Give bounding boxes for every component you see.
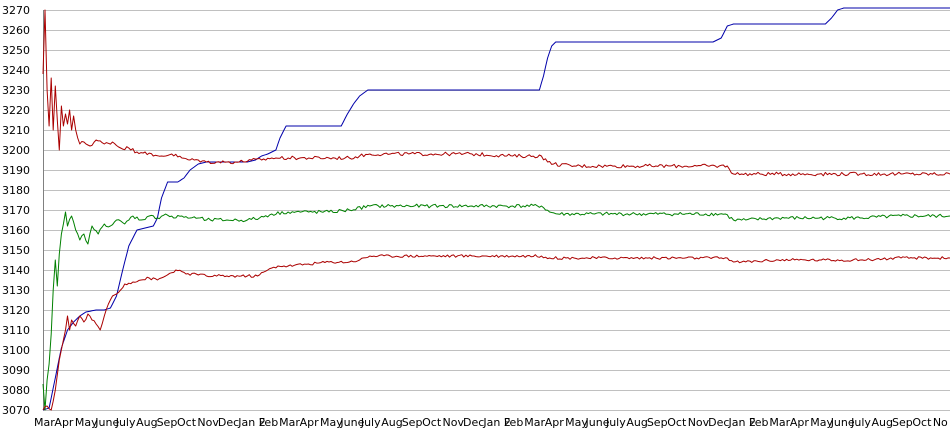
x-tick-label: Apr <box>54 416 74 429</box>
y-axis-tick-labels: 3070 3080 3090 3100 3110 3120 3130 3140 3150 3160… <box>2 4 30 417</box>
y-tick-label: 3070 <box>2 404 30 417</box>
x-tick-label: Feb <box>504 416 523 429</box>
x-tick-label: Sep <box>157 416 178 429</box>
series-line-2 <box>42 9 950 177</box>
y-tick-label: 3270 <box>2 4 30 17</box>
y-tick-label: 3220 <box>2 104 30 117</box>
x-tick-label: Dec <box>708 416 729 429</box>
series-line-1 <box>42 7 950 411</box>
y-tick-label: 3250 <box>2 44 30 57</box>
y-tick-label: 3100 <box>2 344 30 357</box>
x-tick-label: Sep <box>402 416 423 429</box>
grid <box>43 10 950 411</box>
x-tick-label: July <box>850 416 871 429</box>
x-tick-label: July <box>605 416 626 429</box>
y-tick-label: 3180 <box>2 184 30 197</box>
x-tick-label: Aug <box>872 416 893 429</box>
x-tick-label: Oct <box>422 416 442 429</box>
y-tick-label: 3150 <box>2 244 30 257</box>
x-tick-label: Apr <box>300 416 320 429</box>
x-tick-label: Nov <box>688 416 710 429</box>
y-tick-label: 3210 <box>2 124 30 137</box>
x-tick-label: June <box>830 416 855 429</box>
y-tick-label: 3140 <box>2 264 30 277</box>
x-tick-label: Dec <box>218 416 239 429</box>
x-tick-label: Apr <box>545 416 565 429</box>
x-tick-label: Aug <box>381 416 402 429</box>
x-tick-label: June <box>339 416 364 429</box>
x-tick-label: May <box>320 416 343 429</box>
y-tick-label: 3170 <box>2 204 30 217</box>
y-tick-label: 3090 <box>2 364 30 377</box>
x-tick-label: May <box>75 416 98 429</box>
series-line-3 <box>42 203 950 411</box>
x-tick-label: Jan 2 <box>728 416 756 429</box>
x-tick-label: Sep <box>892 416 913 429</box>
y-tick-label: 3130 <box>2 284 30 297</box>
x-tick-label: Nov <box>197 416 219 429</box>
x-tick-label: June <box>94 416 119 429</box>
x-tick-label: No <box>933 416 948 429</box>
x-tick-label: Feb <box>259 416 278 429</box>
x-tick-label: June <box>585 416 610 429</box>
x-tick-label: Sep <box>647 416 668 429</box>
x-tick-label: Mar <box>769 416 790 429</box>
y-tick-label: 3160 <box>2 224 30 237</box>
y-tick-label: 3110 <box>2 324 30 337</box>
x-tick-label: Mar <box>279 416 300 429</box>
y-tick-label: 3230 <box>2 84 30 97</box>
y-tick-label: 3240 <box>2 64 30 77</box>
x-tick-label: Aug <box>136 416 157 429</box>
x-tick-label: May <box>565 416 588 429</box>
y-tick-label: 3200 <box>2 144 30 157</box>
x-tick-label: Oct <box>667 416 687 429</box>
series-group <box>42 7 950 411</box>
x-tick-label: Oct <box>177 416 197 429</box>
x-tick-label: Mar <box>524 416 545 429</box>
x-tick-label: Jan 2 <box>482 416 510 429</box>
x-tick-label: Apr <box>790 416 810 429</box>
x-tick-label: May <box>810 416 833 429</box>
x-tick-label: Feb <box>749 416 768 429</box>
y-tick-label: 3080 <box>2 384 30 397</box>
x-tick-label: July <box>115 416 136 429</box>
x-tick-label: Nov <box>443 416 465 429</box>
x-tick-label: Dec <box>463 416 484 429</box>
x-tick-label: Jan 2 <box>237 416 265 429</box>
x-tick-label: July <box>360 416 381 429</box>
x-tick-label: Oct <box>912 416 932 429</box>
y-tick-label: 3260 <box>2 24 30 37</box>
x-tick-label: Mar <box>34 416 55 429</box>
x-tick-label: Aug <box>626 416 647 429</box>
y-tick-label: 3190 <box>2 164 30 177</box>
y-tick-label: 3120 <box>2 304 30 317</box>
series-line-4 <box>42 254 950 411</box>
